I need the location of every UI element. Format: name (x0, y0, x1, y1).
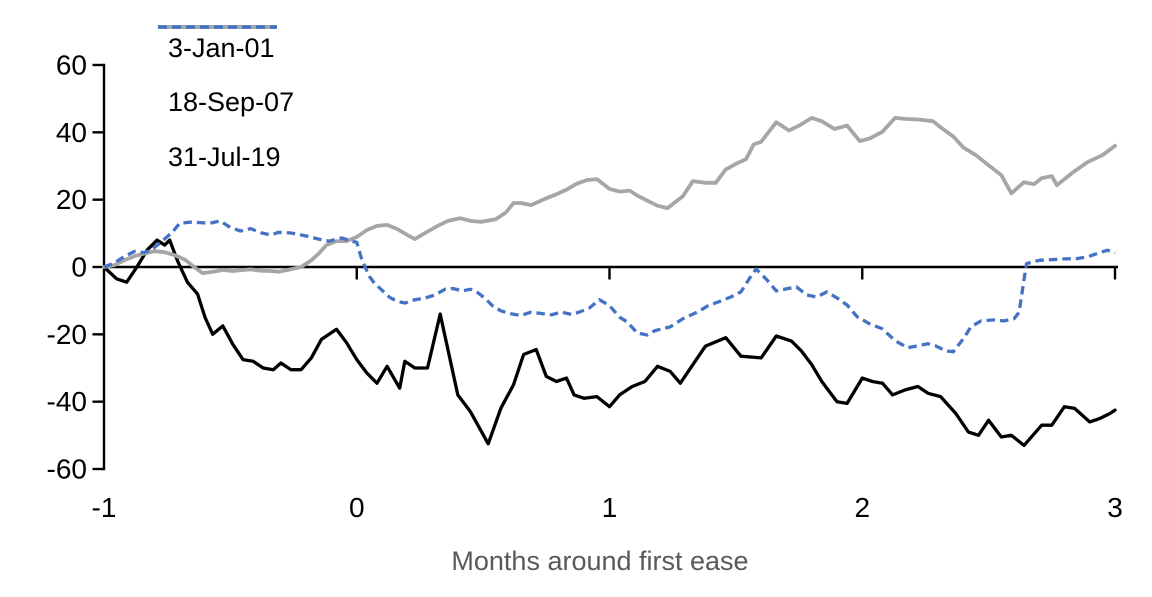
series-line-18-Sep-07 (102, 116, 1117, 276)
x-tick-label: 0 (349, 492, 365, 523)
y-tick-label: 20 (56, 184, 87, 215)
series-line-3-Jan-01 (102, 238, 1117, 448)
legend-item-18-Sep-07: 18-Sep-07 (158, 24, 295, 131)
y-tick-label: 0 (71, 252, 87, 283)
legend-item-31-Jul-19: 31-Jul-19 (158, 25, 294, 185)
legend-line-sample (158, 25, 277, 29)
x-tick-label: 1 (602, 492, 618, 523)
legend-label: 3-Jan-01 (168, 32, 275, 63)
y-tick-label: -40 (47, 386, 87, 417)
y-tick-label: -20 (47, 319, 87, 350)
y-tick-label: -60 (47, 454, 87, 485)
series-line-31-Jul-19 (103, 219, 1116, 354)
legend-label: 18-Sep-07 (168, 87, 295, 118)
legend: 3-Jan-01 18-Sep-07 31-Jul-19 (158, 21, 294, 185)
x-tick-label: -1 (92, 492, 117, 523)
legend-label: 31-Jul-19 (168, 141, 281, 172)
x-tick-label: 3 (1107, 492, 1123, 523)
x-axis-title: Months around first ease (451, 546, 749, 576)
y-tick-label: 40 (56, 117, 87, 148)
x-tick-label: 2 (854, 492, 870, 523)
y-tick-label: 60 (56, 49, 87, 80)
